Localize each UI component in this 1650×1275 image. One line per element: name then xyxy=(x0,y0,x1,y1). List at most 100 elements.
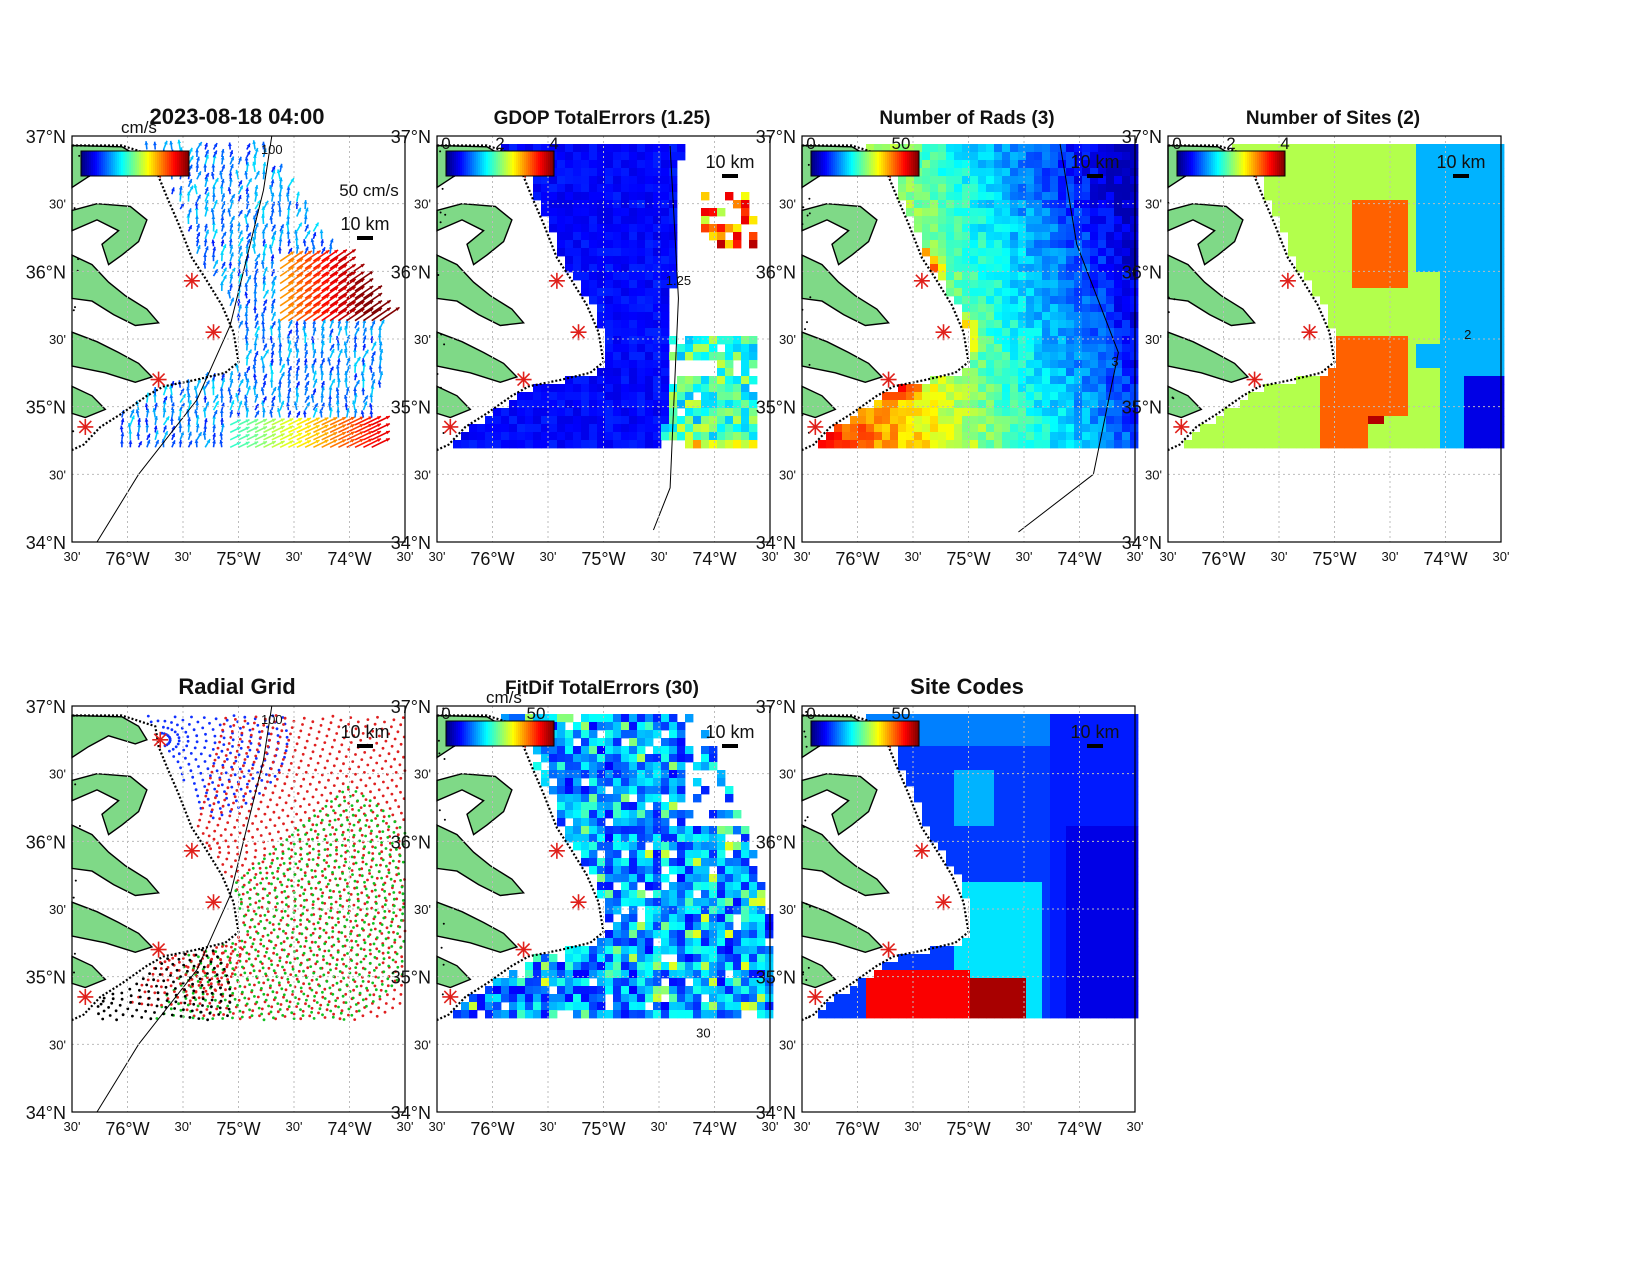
heat-cell xyxy=(1304,176,1313,185)
heat-cell xyxy=(922,176,931,185)
heat-cell xyxy=(621,336,630,345)
vector-head xyxy=(271,281,276,286)
heat-cell xyxy=(1424,240,1433,249)
heat-cell xyxy=(1392,392,1401,401)
heat-cell xyxy=(914,432,923,441)
colorbar-swatch xyxy=(1265,151,1268,176)
land-2 xyxy=(71,253,160,327)
vector-head xyxy=(195,215,199,219)
heat-cell xyxy=(645,440,654,449)
colorbar-swatch xyxy=(133,151,136,176)
heat-cell xyxy=(1456,280,1465,289)
heat-cell xyxy=(1130,248,1139,257)
heat-cell xyxy=(589,152,598,161)
vector-head xyxy=(324,417,329,421)
heat-cell xyxy=(1082,248,1091,257)
heat-cell xyxy=(1042,184,1051,193)
heat-cell xyxy=(874,440,883,449)
vector-head xyxy=(337,319,342,324)
heat-cell xyxy=(1050,312,1059,321)
heat-cell xyxy=(1344,256,1353,265)
heat-cell xyxy=(1058,376,1067,385)
vector-head xyxy=(256,253,260,258)
heat-cell xyxy=(978,200,987,209)
radial-point xyxy=(220,749,224,753)
shore-dot xyxy=(807,163,810,166)
heat-cell xyxy=(1200,440,1209,449)
heat-cell xyxy=(1026,328,1035,337)
heat-cell xyxy=(962,160,971,169)
heat-cell xyxy=(653,336,662,345)
heat-cell xyxy=(1472,344,1481,353)
heat-cell xyxy=(1312,432,1321,441)
heat-cell xyxy=(1042,312,1051,321)
vector-head xyxy=(290,251,295,256)
heat-cell xyxy=(1248,424,1257,433)
vector-head xyxy=(162,400,167,405)
heat-cell xyxy=(1392,240,1401,249)
heat-cell xyxy=(1432,424,1441,433)
heat-cell xyxy=(1018,384,1027,393)
land-1 xyxy=(1167,202,1244,266)
radial-point xyxy=(190,715,193,719)
heat-cell xyxy=(1496,240,1505,249)
heat-cell xyxy=(994,240,1003,249)
heat-cell xyxy=(1440,240,1449,249)
heat-cell xyxy=(986,168,995,177)
heat-cell xyxy=(1082,208,1091,217)
heat-cell xyxy=(1448,424,1457,433)
heat-cell xyxy=(661,160,670,169)
heat-cell xyxy=(1098,384,1107,393)
vector-head xyxy=(395,307,400,311)
vector-head xyxy=(339,349,343,354)
heat-cell xyxy=(1130,232,1139,241)
vector-head xyxy=(295,244,300,249)
heat-cell xyxy=(1288,432,1297,441)
heat-cell xyxy=(605,328,614,337)
heat-cell xyxy=(1122,336,1131,345)
heat-cell xyxy=(1122,312,1131,321)
heat-cell xyxy=(1066,240,1075,249)
heat-cell xyxy=(597,144,606,153)
colorbar-swatch xyxy=(817,151,820,176)
heat-cell xyxy=(613,368,622,377)
vector-head xyxy=(277,386,282,391)
heat-cell xyxy=(1050,184,1059,193)
colorbar-swatch xyxy=(528,151,531,176)
heat-cell xyxy=(1464,392,1473,401)
vector-head xyxy=(221,193,226,198)
heat-cell xyxy=(597,304,606,313)
vector-head xyxy=(294,342,298,346)
heat-cell xyxy=(581,256,590,265)
heat-cell xyxy=(621,432,630,441)
heat-cell xyxy=(1018,440,1027,449)
vector-head xyxy=(238,273,243,278)
heat-cell xyxy=(1042,144,1051,153)
heat-cell xyxy=(1010,376,1019,385)
heat-cell xyxy=(1376,184,1385,193)
heat-cell xyxy=(1042,392,1051,401)
heat-cell xyxy=(1090,352,1099,361)
heat-cell xyxy=(1360,408,1369,417)
heat-cell xyxy=(1026,320,1035,329)
heat-cell xyxy=(1058,440,1067,449)
heat-cell xyxy=(1288,208,1297,217)
heat-cell xyxy=(1416,232,1425,241)
heat-cell xyxy=(1066,256,1075,265)
heat-cell xyxy=(597,216,606,225)
heat-cell xyxy=(645,240,654,249)
vector-head xyxy=(215,401,219,406)
y-tick-label: 30' xyxy=(414,467,431,482)
heat-cell xyxy=(1002,272,1011,281)
heat-cell xyxy=(1280,224,1289,233)
heat-cell xyxy=(1360,320,1369,329)
vector-head xyxy=(279,229,284,234)
heat-cell xyxy=(1240,408,1249,417)
heat-cell xyxy=(1090,344,1099,353)
heat-cell xyxy=(749,216,758,225)
heat-cell xyxy=(661,352,670,361)
vector-head xyxy=(321,381,325,386)
heat-cell xyxy=(605,216,614,225)
heat-cell xyxy=(986,216,995,225)
heat-cell xyxy=(1336,336,1345,345)
